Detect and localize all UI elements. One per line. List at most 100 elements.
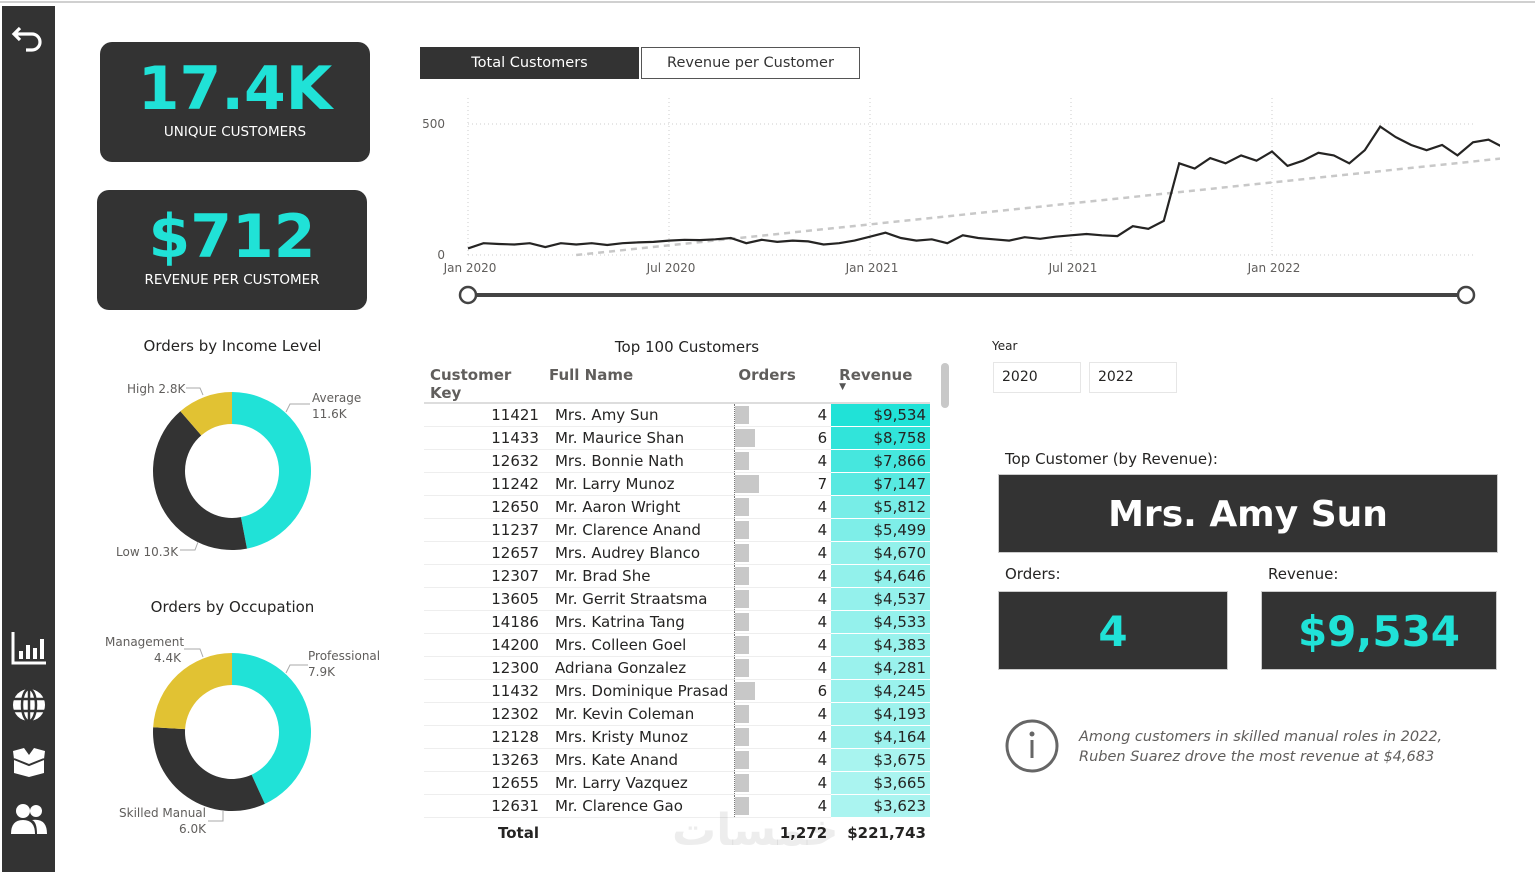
donut-label-high: High 2.8K [127, 382, 186, 396]
donut-slice-low[interactable] [152, 411, 247, 550]
cell-orders: 4 [733, 725, 832, 749]
tab-total-customers[interactable]: Total Customers [420, 47, 639, 79]
top-customer-orders: 4 [998, 591, 1228, 670]
orders-value: 4 [817, 705, 828, 723]
table-row[interactable]: 13263 Mrs. Kate Anand 4 $3,675 [424, 748, 930, 772]
table-row[interactable]: 12302 Mr. Kevin Coleman 4 $4,193 [424, 702, 930, 726]
col-customer-key[interactable]: Customer Key [424, 362, 543, 404]
orders-data-bar [734, 567, 749, 585]
cell-revenue: $4,670 [831, 541, 930, 565]
cell-customer-key: 12300 [424, 656, 543, 680]
col-orders[interactable]: Orders [734, 362, 832, 404]
cell-full-name: Adriana Gonzalez [542, 656, 735, 680]
cell-full-name: Mr. Brad She [542, 564, 735, 588]
total-label: Total [497, 824, 539, 842]
donut-slice-skilled-manual[interactable] [153, 727, 265, 811]
orders-value: 4 [817, 452, 828, 470]
table-row[interactable]: 12655 Mr. Larry Vazquez 4 $3,665 [424, 771, 930, 795]
cell-revenue: $4,193 [831, 702, 930, 726]
table-row[interactable]: 12300 Adriana Gonzalez 4 $4,281 [424, 656, 930, 680]
cell-orders: 4 [733, 794, 832, 818]
bar-chart-icon[interactable] [10, 629, 48, 667]
orders-data-bar [734, 475, 759, 493]
cell-customer-key: 11237 [424, 518, 543, 542]
cell-full-name: Mr. Maurice Shan [542, 426, 735, 450]
table-row[interactable]: 14200 Mrs. Colleen Goel 4 $4,383 [424, 633, 930, 657]
sidebar [2, 6, 55, 872]
orders-value: 4 [817, 590, 828, 608]
cell-orders: 4 [733, 656, 832, 680]
orders-data-bar [734, 613, 749, 631]
y-tick-label: 0 [437, 248, 445, 262]
table-scrollbar[interactable] [941, 363, 949, 408]
box-icon[interactable] [10, 743, 48, 781]
cell-revenue: $3,665 [831, 771, 930, 795]
donut-slice-management[interactable] [153, 653, 232, 730]
cell-customer-key: 13263 [424, 748, 543, 772]
cell-full-name: Mrs. Audrey Blanco [542, 541, 735, 565]
cell-orders: 4 [733, 541, 832, 565]
cell-customer-key: 12632 [424, 449, 543, 473]
orders-value: 4 [817, 498, 828, 516]
orders-value: 4 [817, 567, 828, 585]
x-tick-label: Jan 2020 [443, 261, 497, 275]
orders-label: Orders: [1005, 565, 1061, 583]
cell-full-name: Mr. Clarence Anand [542, 518, 735, 542]
orders-value: 4 [817, 659, 828, 677]
top-border [0, 1, 1535, 3]
range-slider-start-handle[interactable] [458, 285, 478, 305]
table-title: Top 100 Customers [614, 338, 760, 356]
col-revenue[interactable]: Revenue ▼ [831, 362, 930, 404]
table-row[interactable]: 12128 Mrs. Kristy Munoz 4 $4,164 [424, 725, 930, 749]
range-slider-end-handle[interactable] [1456, 285, 1476, 305]
table-row[interactable]: 14186 Mrs. Katrina Tang 4 $4,533 [424, 610, 930, 634]
cell-customer-key: 12307 [424, 564, 543, 588]
table-row[interactable]: 12307 Mr. Brad She 4 $4,646 [424, 564, 930, 588]
table-row[interactable]: 13605 Mr. Gerrit Straatsma 4 $4,537 [424, 587, 930, 611]
kpi-label: REVENUE PER CUSTOMER [144, 272, 320, 288]
orders-data-bar [734, 636, 749, 654]
table-row[interactable]: 12650 Mr. Aaron Wright 4 $5,812 [424, 495, 930, 519]
donut-slice-average[interactable] [232, 392, 312, 549]
cell-revenue: $5,499 [831, 518, 930, 542]
donut-label-average: Average 11.6K [312, 391, 362, 421]
table-row[interactable]: 11433 Mr. Maurice Shan 6 $8,758 [424, 426, 930, 450]
table-row[interactable]: 11242 Mr. Larry Munoz 7 $7,147 [424, 472, 930, 496]
orders-data-bar [734, 751, 749, 769]
orders-value: 4 [817, 774, 828, 792]
table-row[interactable]: 11421 Mrs. Amy Sun 4 $9,534 [424, 403, 930, 427]
back-arrow-icon[interactable] [10, 16, 48, 54]
cell-revenue: $9,534 [831, 403, 930, 427]
table-row[interactable]: 11237 Mr. Clarence Anand 4 $5,499 [424, 518, 930, 542]
donut-label-management: Management 4.4K [105, 635, 185, 665]
table-row[interactable]: 12657 Mrs. Audrey Blanco 4 $4,670 [424, 541, 930, 565]
cell-revenue: $3,623 [831, 794, 930, 818]
globe-icon[interactable] [10, 686, 48, 724]
donut-label-low: Low 10.3K [116, 545, 179, 559]
year-to-input[interactable]: 2022 [1089, 362, 1177, 393]
donut-slice-professional[interactable] [232, 653, 311, 804]
year-from-input[interactable]: 2020 [993, 362, 1081, 393]
orders-value: 4 [817, 797, 828, 815]
cell-orders: 6 [733, 426, 832, 450]
donut-slice-high[interactable] [180, 392, 232, 436]
cell-customer-key: 12631 [424, 794, 543, 818]
cell-customer-key: 12650 [424, 495, 543, 519]
cell-revenue: $8,758 [831, 426, 930, 450]
tab-revenue-per-customer[interactable]: Revenue per Customer [641, 47, 860, 79]
col-full-name[interactable]: Full Name [542, 362, 735, 404]
table-row[interactable]: 11432 Mrs. Dominique Prasad 6 $4,245 [424, 679, 930, 703]
orders-data-bar [734, 682, 756, 700]
occupation-chart-title: Orders by Occupation [150, 598, 315, 616]
cell-customer-key: 13605 [424, 587, 543, 611]
cell-orders: 4 [733, 587, 832, 611]
orders-value: 4 [817, 728, 828, 746]
cell-orders: 4 [733, 518, 832, 542]
cell-customer-key: 12655 [424, 771, 543, 795]
cell-full-name: Mr. Larry Vazquez [542, 771, 735, 795]
users-icon[interactable] [10, 800, 48, 838]
table-row[interactable]: 12631 Mr. Clarence Gao 4 $3,623 [424, 794, 930, 818]
table-row[interactable]: 12632 Mrs. Bonnie Nath 4 $7,866 [424, 449, 930, 473]
kpi-value: 17.4K [137, 54, 333, 124]
cell-customer-key: 12657 [424, 541, 543, 565]
